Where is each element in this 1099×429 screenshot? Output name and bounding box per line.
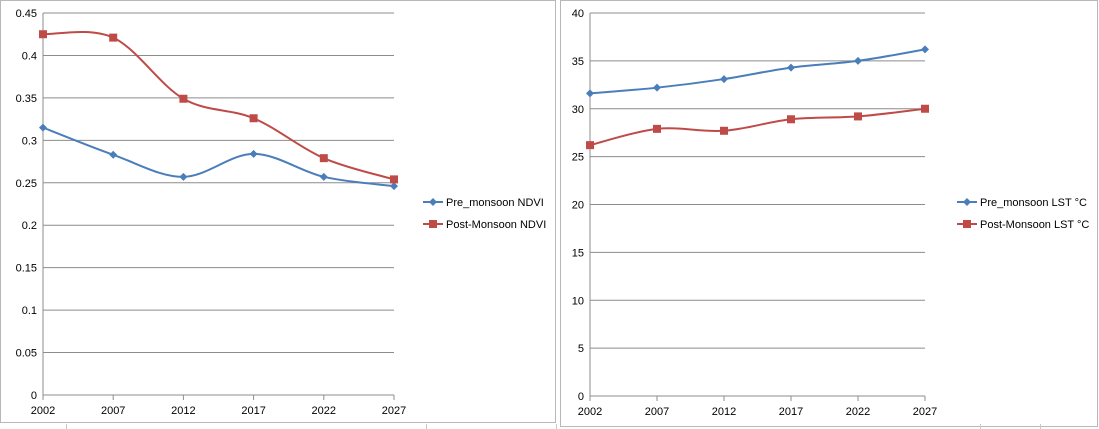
x-tick-label: 2027 [913, 406, 937, 418]
data-point-diamond [249, 149, 258, 158]
legend-swatch-marker [963, 220, 971, 228]
sheet-column-divider [980, 424, 981, 429]
data-point-square [921, 104, 929, 113]
data-point-diamond [39, 123, 47, 132]
y-tick-label: 35 [572, 56, 584, 68]
sheet-column-divider [426, 424, 427, 429]
x-tick-label: 2017 [779, 406, 803, 418]
lst-chart-panel: 0 5 10 15 20 25 30 35 40 2002 2007 2012 2017 2022 2027… [560, 0, 1098, 427]
y-tick-label: 0.4 [22, 50, 37, 62]
legend-swatch-marker [963, 198, 971, 206]
series-line [589, 107, 926, 147]
data-point-square [787, 115, 795, 124]
data-point-square [319, 154, 328, 163]
y-tick-label: 0.15 [16, 263, 37, 275]
x-tick-label: 2022 [846, 406, 870, 418]
y-tick-label: 40 [572, 8, 584, 20]
y-tick-label: 30 [572, 104, 584, 116]
data-point-diamond [720, 75, 728, 84]
y-tick-label: 0.05 [16, 348, 37, 360]
data-point-diamond [109, 150, 118, 159]
legend-label: Pre_monsoon NDVI [446, 197, 544, 209]
x-tick-label: 2012 [171, 405, 195, 417]
y-tick-label: 0 [31, 390, 37, 402]
series-line [42, 126, 395, 188]
y-tick-label: 10 [572, 295, 584, 307]
x-tick-label: 2017 [241, 405, 265, 417]
data-point-square [653, 124, 661, 133]
data-point-diamond [921, 45, 929, 54]
legend-swatch-marker [429, 198, 437, 206]
y-tick-label: 0.1 [22, 305, 37, 317]
ndvi-chart-panel: 0 0.05 0.1 0.15 0.2 0.25 0.3 0.35 0.4 0.45 2002 200… [0, 0, 556, 423]
data-point-diamond [787, 63, 795, 72]
y-tick-label: 0.25 [16, 178, 37, 190]
data-point-diamond [319, 172, 328, 181]
series-line [589, 48, 926, 95]
x-tick-label: 2012 [712, 406, 736, 418]
data-point-square [249, 114, 258, 123]
data-point-diamond [179, 172, 188, 181]
y-tick-label: 0.2 [22, 220, 37, 232]
data-point-square [390, 175, 398, 184]
y-tick-label: 0.35 [16, 93, 37, 105]
y-tick-label: 20 [572, 200, 584, 212]
y-tick-label: 15 [572, 247, 584, 259]
sheet-column-divider [556, 424, 557, 429]
data-point-square [586, 141, 594, 150]
y-tick-label: 0.3 [22, 135, 37, 147]
legend-label: Post-Monsoon LST °C [980, 219, 1089, 231]
lst-chart: 0 5 10 15 20 25 30 35 40 2002 2007 2012 2017 2022 2027… [572, 8, 1090, 418]
sheet-column-divider [66, 424, 67, 429]
x-tick-label: 2002 [31, 405, 55, 417]
legend-swatch-marker [429, 220, 437, 228]
y-tick-label: 5 [578, 343, 584, 355]
legend-label: Pre_monsoon LST °C [980, 197, 1087, 209]
data-point-diamond [653, 83, 661, 92]
data-point-diamond [586, 89, 594, 98]
data-point-square [39, 30, 47, 39]
series-line [42, 30, 395, 181]
y-tick-label: 0 [578, 391, 584, 403]
y-tick-label: 25 [572, 152, 584, 164]
data-point-square [179, 94, 188, 103]
data-point-square [720, 126, 728, 135]
legend-label: Post-Monsoon NDVI [446, 219, 546, 231]
x-tick-label: 2007 [101, 405, 125, 417]
ndvi-chart: 0 0.05 0.1 0.15 0.2 0.25 0.3 0.35 0.4 0.45 2002 200… [16, 8, 547, 417]
data-point-diamond [390, 182, 398, 191]
y-tick-label: 0.45 [16, 8, 37, 20]
data-point-square [109, 33, 118, 42]
x-tick-label: 2007 [645, 406, 669, 418]
x-tick-label: 2027 [382, 405, 406, 417]
x-tick-label: 2002 [578, 406, 602, 418]
data-point-diamond [854, 56, 862, 65]
data-point-square [854, 112, 862, 121]
sheet-column-divider [1040, 424, 1041, 429]
x-tick-label: 2022 [312, 405, 336, 417]
